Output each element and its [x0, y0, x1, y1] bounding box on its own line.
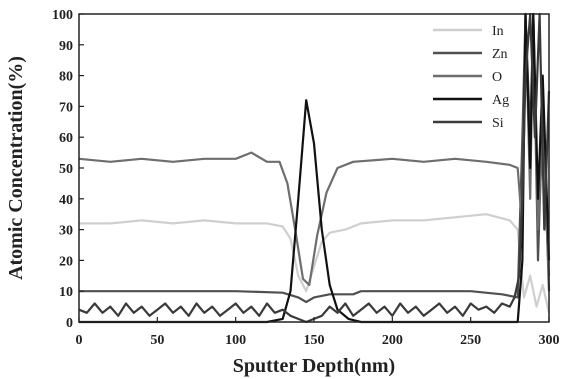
legend-label-ag: Ag [492, 93, 509, 108]
y-tick-label: 100 [52, 8, 73, 23]
y-tick-label: 90 [59, 39, 73, 54]
y-tick-label: 70 [59, 100, 73, 115]
x-tick-label: 250 [460, 333, 481, 348]
series-line-ag [79, 12, 551, 324]
legend-label-zn: Zn [492, 47, 508, 62]
y-tick-label: 0 [66, 316, 73, 331]
y-axis-title: Atomic Concentration(%) [5, 56, 27, 280]
x-axis: 0 50 100 150 200 250 300 [76, 317, 560, 348]
x-axis-title: Sputter Depth(nm) [233, 355, 395, 377]
x-tick-label: 150 [304, 333, 325, 348]
x-tick-label: 50 [150, 333, 164, 348]
legend-label-si: Si [492, 116, 504, 131]
x-tick-label: 100 [225, 333, 246, 348]
y-tick-label: 20 [59, 254, 73, 269]
y-tick-label: 60 [59, 131, 73, 146]
y-tick-label: 80 [59, 70, 73, 85]
x-tick-label: 0 [76, 333, 83, 348]
legend: In Zn O Ag Si [433, 24, 509, 131]
legend-label-o: O [492, 70, 502, 85]
series-line-si [78, 12, 551, 324]
x-tick-label: 200 [382, 333, 403, 348]
plot-series [78, 12, 551, 324]
plot-frame [78, 13, 550, 323]
x-tick-label: 300 [539, 333, 560, 348]
y-tick-label: 50 [59, 162, 73, 177]
y-tick-label: 10 [59, 285, 73, 300]
legend-label-in: In [492, 24, 504, 39]
y-axis: 0 10 20 30 40 50 60 70 80 90 100 [52, 8, 84, 331]
y-tick-label: 40 [59, 193, 73, 208]
y-tick-label: 30 [59, 224, 73, 239]
